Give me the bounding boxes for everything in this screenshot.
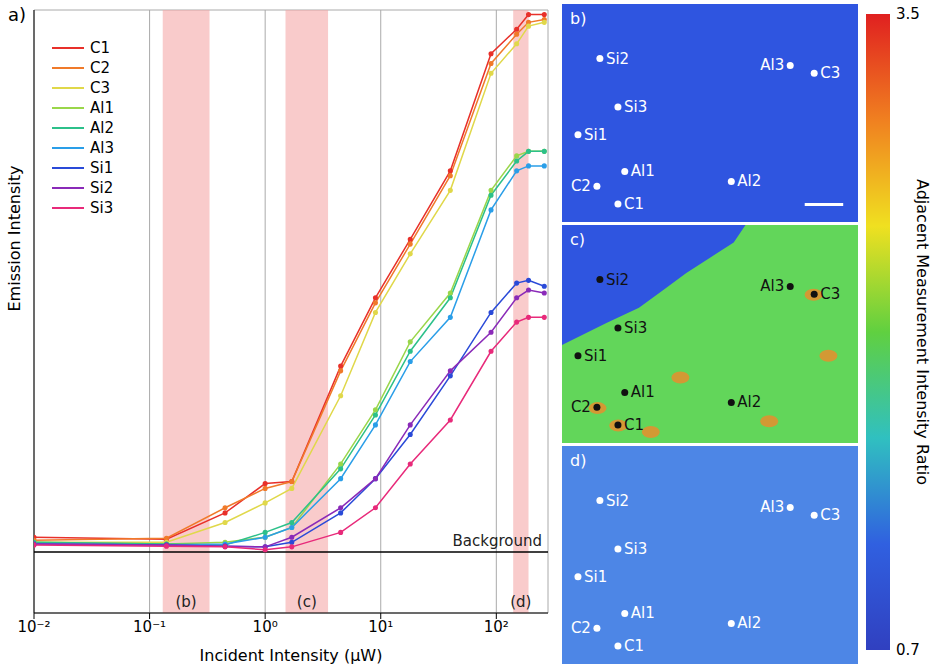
- svg-text:b): b): [570, 9, 586, 28]
- svg-text:Al2: Al2: [737, 172, 761, 190]
- html-text:C2: C2: [90, 59, 110, 77]
- html-text:0.7: 0.7: [896, 641, 920, 659]
- svg-text:C2: C2: [571, 619, 591, 637]
- svg-text:C2: C2: [571, 177, 591, 195]
- svg-text:C3: C3: [820, 506, 840, 524]
- svg-text:C2: C2: [571, 398, 591, 416]
- svg-text:Al2: Al2: [737, 393, 761, 411]
- svg-text:Si3: Si3: [624, 98, 647, 116]
- html-text:Adjacent Measurement Intensity: Adjacent Measurement Intensity Ratio: [912, 179, 932, 485]
- svg-text:C3: C3: [820, 285, 840, 303]
- svg-text:Si2: Si2: [606, 271, 629, 289]
- svg-text:Al3: Al3: [760, 498, 784, 516]
- svg-text:Si3: Si3: [624, 319, 647, 337]
- html-text:Si2: Si2: [90, 179, 114, 197]
- svg-text:Al1: Al1: [631, 383, 655, 401]
- html-text:Al2: Al2: [90, 119, 114, 137]
- svg-text:Si2: Si2: [606, 492, 629, 510]
- svg-text:10⁻¹: 10⁻¹: [133, 618, 166, 636]
- html-text:a): a): [8, 4, 27, 25]
- svg-text:c): c): [570, 230, 585, 249]
- svg-text:Al3: Al3: [760, 277, 784, 295]
- svg-text:C1: C1: [624, 637, 644, 655]
- html-text:Al1: Al1: [90, 99, 114, 117]
- html-text:C3: C3: [90, 79, 110, 97]
- html-text:Si3: Si3: [90, 199, 114, 217]
- svg-text:Al1: Al1: [631, 604, 655, 622]
- svg-text:(d): (d): [510, 593, 531, 611]
- svg-text:Background: Background: [453, 532, 543, 550]
- svg-text:(c): (c): [297, 593, 317, 611]
- svg-text:10⁻²: 10⁻²: [17, 618, 50, 636]
- svg-text:C3: C3: [820, 64, 840, 82]
- svg-text:Si1: Si1: [584, 568, 607, 586]
- svg-text:Emission Intensity: Emission Intensity: [5, 166, 24, 312]
- svg-text:Si2: Si2: [606, 50, 629, 68]
- svg-text:Si3: Si3: [624, 540, 647, 558]
- svg-text:10²: 10²: [484, 618, 509, 636]
- svg-text:Al1: Al1: [631, 162, 655, 180]
- svg-text:Incident Intensity (µW): Incident Intensity (µW): [200, 646, 383, 665]
- html-text:Si1: Si1: [90, 159, 114, 177]
- svg-text:Si1: Si1: [584, 347, 607, 365]
- svg-text:C1: C1: [624, 416, 644, 434]
- svg-text:Al3: Al3: [760, 56, 784, 74]
- svg-text:Al2: Al2: [737, 614, 761, 632]
- html-text:C1: C1: [90, 39, 110, 57]
- html-text:Al3: Al3: [90, 139, 114, 157]
- html-text:3.5: 3.5: [896, 5, 920, 23]
- svg-text:d): d): [570, 451, 586, 470]
- svg-text:10¹: 10¹: [368, 618, 393, 636]
- svg-text:10⁰: 10⁰: [253, 618, 278, 636]
- svg-text:(b): (b): [176, 593, 197, 611]
- svg-text:Si1: Si1: [584, 126, 607, 144]
- svg-text:C1: C1: [624, 195, 644, 213]
